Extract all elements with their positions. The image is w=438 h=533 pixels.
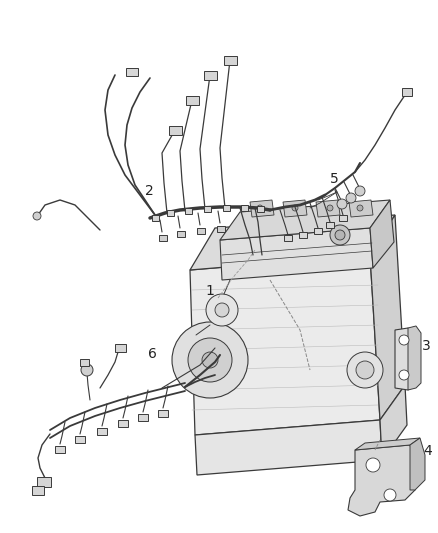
Circle shape — [335, 230, 345, 240]
Polygon shape — [349, 200, 373, 217]
Text: 4: 4 — [423, 444, 432, 458]
Bar — [126, 68, 138, 76]
Bar — [314, 228, 322, 234]
Bar — [257, 206, 264, 212]
Circle shape — [206, 294, 238, 326]
Bar — [204, 206, 211, 212]
Circle shape — [215, 303, 229, 317]
Circle shape — [202, 352, 218, 368]
Polygon shape — [316, 200, 340, 217]
Bar — [158, 409, 168, 416]
Circle shape — [384, 489, 396, 501]
Polygon shape — [370, 200, 394, 268]
Bar — [166, 210, 173, 216]
Bar — [169, 125, 181, 134]
Bar — [37, 477, 51, 487]
Bar — [402, 88, 412, 96]
Polygon shape — [348, 445, 415, 516]
Bar — [299, 232, 307, 238]
Polygon shape — [355, 438, 420, 450]
Polygon shape — [410, 438, 425, 490]
Circle shape — [337, 199, 347, 209]
Polygon shape — [190, 255, 380, 435]
Text: 1: 1 — [205, 284, 214, 298]
Bar — [197, 228, 205, 234]
Bar — [97, 427, 107, 434]
Circle shape — [188, 338, 232, 382]
Bar — [118, 419, 128, 426]
Circle shape — [347, 352, 383, 388]
Bar — [55, 446, 65, 453]
Polygon shape — [220, 228, 373, 280]
Polygon shape — [283, 200, 307, 217]
Bar — [75, 435, 85, 442]
Circle shape — [172, 322, 248, 398]
Circle shape — [327, 205, 333, 211]
Circle shape — [292, 205, 298, 211]
Bar — [326, 222, 334, 228]
Text: 6: 6 — [148, 347, 157, 361]
Bar — [204, 70, 216, 79]
Bar — [32, 486, 44, 495]
Bar — [177, 231, 185, 237]
Bar — [80, 359, 88, 366]
Text: 3: 3 — [422, 339, 431, 353]
Circle shape — [346, 193, 356, 203]
Polygon shape — [380, 385, 407, 460]
Bar — [240, 205, 247, 211]
Bar — [114, 344, 126, 352]
Bar — [339, 215, 347, 221]
Circle shape — [33, 212, 41, 220]
Circle shape — [366, 458, 380, 472]
Bar — [152, 215, 159, 221]
Circle shape — [399, 370, 409, 380]
Circle shape — [81, 364, 93, 376]
Polygon shape — [195, 420, 382, 475]
Circle shape — [355, 186, 365, 196]
Text: 5: 5 — [330, 172, 339, 186]
Polygon shape — [370, 215, 405, 420]
Bar — [284, 235, 292, 241]
Bar — [138, 414, 148, 421]
Circle shape — [330, 225, 350, 245]
Circle shape — [356, 361, 374, 379]
Polygon shape — [408, 326, 421, 390]
Bar — [217, 226, 225, 232]
Bar — [159, 235, 167, 241]
Circle shape — [399, 335, 409, 345]
Polygon shape — [395, 328, 413, 390]
Polygon shape — [250, 200, 274, 217]
Circle shape — [357, 205, 363, 211]
Bar — [186, 95, 198, 104]
Bar — [223, 205, 230, 211]
Polygon shape — [220, 200, 390, 240]
Bar — [184, 208, 191, 214]
Bar — [223, 55, 237, 64]
Polygon shape — [190, 215, 395, 270]
Circle shape — [257, 205, 263, 211]
Text: 2: 2 — [145, 184, 154, 198]
